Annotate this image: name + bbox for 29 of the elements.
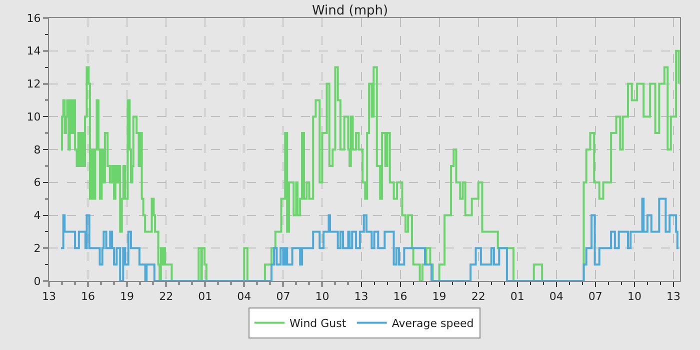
y-tick-label: 2 bbox=[34, 242, 41, 255]
x-tick-label: 19 bbox=[120, 290, 134, 304]
x-tick-label: 19 bbox=[432, 290, 446, 304]
y-tick-label: 0 bbox=[34, 274, 41, 288]
x-tick-label: 22 bbox=[471, 290, 486, 304]
x-tick-label: 16 bbox=[393, 290, 408, 304]
x-tick-label: 13 bbox=[42, 290, 56, 304]
y-tick-label: 14 bbox=[26, 44, 41, 58]
y-tick-label: 10 bbox=[26, 110, 41, 124]
x-tick-label: 13 bbox=[666, 290, 680, 304]
x-tick-label: 01 bbox=[510, 290, 524, 304]
y-tick-label: 16 bbox=[26, 12, 41, 25]
x-tick-label: 13 bbox=[354, 290, 368, 304]
x-tick-label: 10 bbox=[315, 290, 330, 304]
x-tick-label: 01 bbox=[198, 290, 212, 304]
y-tick-label: 6 bbox=[34, 176, 41, 190]
y-tick-label: 12 bbox=[26, 78, 41, 91]
legend-label: Average speed bbox=[392, 317, 474, 330]
x-tick-label: 04 bbox=[237, 290, 252, 304]
y-tick-label: 8 bbox=[34, 143, 41, 156]
x-tick-label: 04 bbox=[549, 290, 564, 304]
x-tick-label: 10 bbox=[627, 290, 642, 304]
x-tick-label: 16 bbox=[81, 290, 96, 304]
chart-title: Wind (mph) bbox=[312, 3, 388, 18]
legend-label: Wind Gust bbox=[290, 317, 347, 330]
x-tick-label: 07 bbox=[276, 290, 290, 304]
x-tick-label: 22 bbox=[159, 290, 174, 304]
y-tick-label: 4 bbox=[34, 209, 41, 222]
x-tick-label: 07 bbox=[588, 290, 602, 304]
